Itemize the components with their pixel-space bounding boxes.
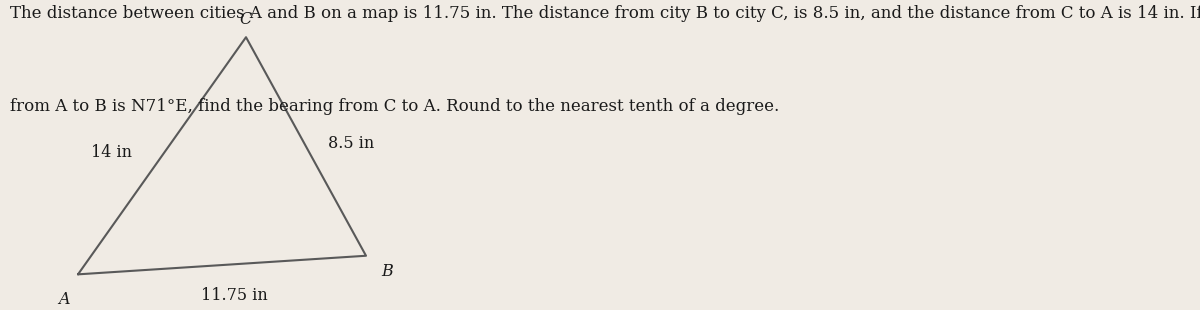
Text: 14 in: 14 in — [91, 144, 132, 161]
Text: The distance between cities A and B on a map is 11.75 in. The distance from city: The distance between cities A and B on a… — [10, 5, 1200, 22]
Text: B: B — [382, 264, 394, 281]
Text: C: C — [240, 11, 252, 28]
Text: 8.5 in: 8.5 in — [328, 135, 374, 152]
Text: A: A — [58, 291, 70, 308]
Text: from A to B is N71°E, find the bearing from C to A. Round to the nearest tenth o: from A to B is N71°E, find the bearing f… — [10, 98, 779, 115]
Text: 11.75 in: 11.75 in — [200, 287, 268, 304]
